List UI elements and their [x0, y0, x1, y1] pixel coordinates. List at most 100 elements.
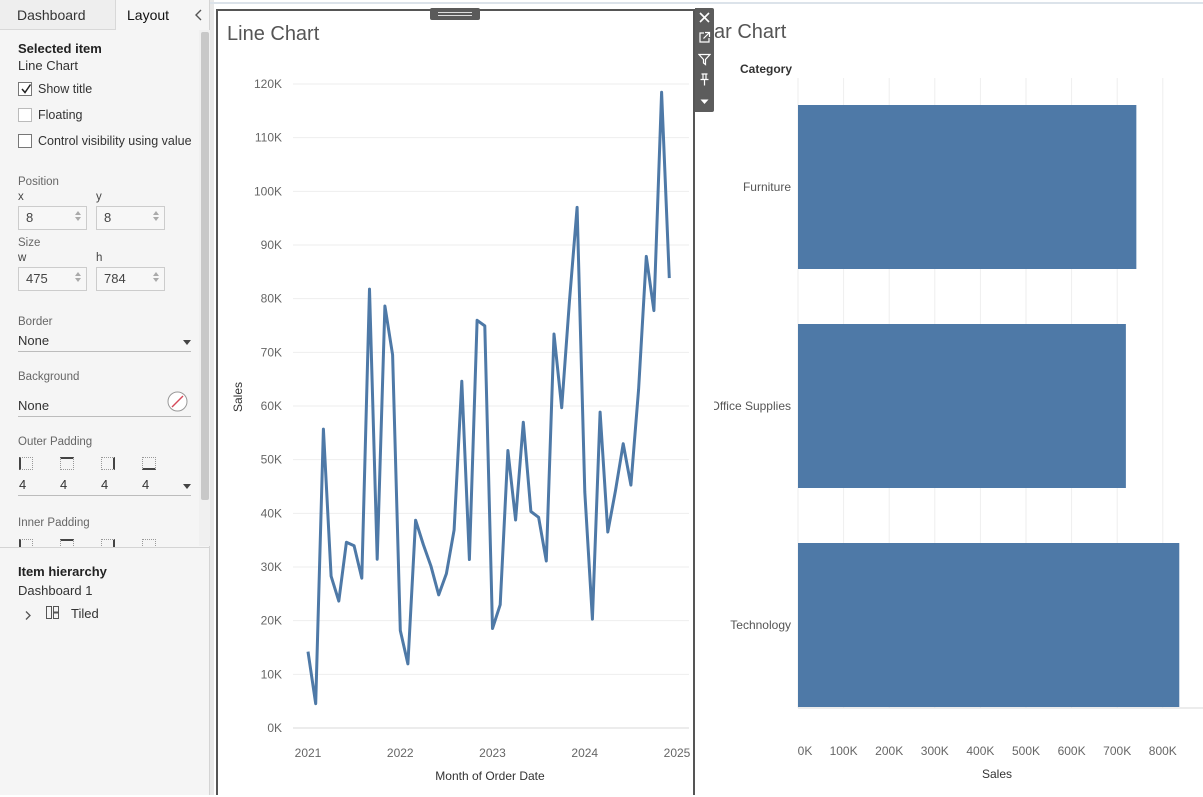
x-position-value: 8 — [26, 210, 34, 225]
dashboard-top-border — [210, 2, 1203, 4]
x-tick-label: 2025 — [664, 746, 691, 760]
x-axis-title: Sales — [982, 767, 1012, 781]
y-tick-label: 20K — [261, 614, 282, 628]
padding-bottom-icon[interactable] — [142, 457, 156, 470]
control-visibility-checkbox[interactable] — [18, 134, 32, 148]
y-tick-label: 30K — [261, 560, 282, 574]
h-label: h — [96, 252, 103, 264]
x-tick-label: 300K — [921, 744, 949, 758]
background-value: None — [18, 398, 50, 413]
x-axis-title: Month of Order Date — [435, 769, 545, 783]
y-tick-label: 110K — [255, 131, 282, 145]
border-dropdown[interactable]: None — [18, 332, 191, 352]
panel-scrollbar-thumb[interactable] — [201, 32, 209, 500]
bar-office-supplies — [798, 324, 1126, 488]
y-tick-label: 50K — [261, 453, 282, 467]
line-chart-svg[interactable]: 0K 10K 20K 30K 40K 50K 60K 70K 80K 90K 100K 110K 120… — [218, 11, 693, 797]
y-tick-label: 90K — [261, 238, 282, 252]
show-title-checkbox[interactable] — [18, 82, 32, 96]
sales-line — [306, 90, 671, 706]
category-label: Furniture — [743, 180, 791, 194]
selected-item-header: Selected item — [18, 41, 102, 56]
y-tick-label: 0K — [267, 721, 282, 735]
bar-chart-title: ar Chart — [714, 21, 787, 43]
layout-panel: Dashboard Layout Selected item Line Char… — [0, 0, 210, 795]
category-header: Category — [740, 62, 792, 76]
tab-layout[interactable]: Layout — [116, 0, 188, 30]
outer-padding-dropdown[interactable] — [18, 476, 191, 496]
y-axis-title: Sales — [231, 382, 245, 412]
y-tick-label: 120K — [254, 77, 282, 91]
padding-left-icon[interactable] — [19, 457, 33, 470]
tab-dashboard[interactable]: Dashboard — [0, 0, 116, 30]
x-tick-label: 400K — [966, 744, 994, 758]
inner-padding-bottom-icon[interactable] — [142, 539, 156, 547]
chevron-down-icon — [183, 484, 191, 489]
width-input[interactable]: 475 — [18, 267, 87, 291]
x-tick-label: 800K — [1149, 744, 1177, 758]
border-value: None — [18, 333, 50, 348]
zone-toolbar — [695, 8, 714, 112]
height-value: 784 — [104, 271, 126, 286]
outer-padding-label: Outer Padding — [18, 436, 93, 448]
y-tick-label: 40K — [261, 506, 282, 520]
x-tick-label: 2021 — [295, 746, 322, 760]
x-tick-label: 2022 — [387, 746, 414, 760]
y-tick-label: 60K — [261, 399, 282, 413]
category-label: Technology — [730, 618, 791, 632]
bar-technology — [798, 543, 1180, 707]
x-tick-label: 2024 — [571, 746, 598, 760]
position-label: Position — [18, 176, 59, 188]
pin-icon[interactable] — [695, 70, 714, 90]
x-tick-label: 500K — [1012, 744, 1040, 758]
padding-right-icon[interactable] — [101, 457, 115, 470]
x-tick-label: 200K — [875, 744, 903, 758]
y-tick-label: 80K — [261, 292, 282, 306]
collapse-panel-icon[interactable] — [188, 0, 210, 30]
panel-tabs: Dashboard Layout — [0, 0, 210, 30]
more-options-icon[interactable] — [695, 92, 714, 112]
x-position-input[interactable]: 8 — [18, 206, 87, 230]
floating-checkbox[interactable] — [18, 108, 32, 122]
size-label: Size — [18, 237, 41, 249]
inner-padding-label: Inner Padding — [18, 517, 90, 529]
border-label: Border — [18, 316, 53, 328]
popout-icon[interactable] — [695, 28, 714, 48]
inner-padding-left-icon[interactable] — [19, 539, 33, 547]
background-dropdown[interactable]: None — [18, 397, 191, 417]
filter-icon[interactable] — [695, 50, 714, 70]
chevron-right-icon[interactable] — [24, 608, 32, 620]
x-tick-label: 2023 — [479, 746, 506, 760]
selected-item-name: Line Chart — [18, 58, 78, 73]
item-hierarchy-header: Item hierarchy — [18, 564, 107, 579]
y-tick-label: 100K — [254, 184, 282, 198]
background-label: Background — [18, 371, 80, 383]
line-chart-zone[interactable]: Line Chart 0K 10K 20K 30K 40K 50K 60K 70K 80K 90K… — [216, 9, 695, 795]
y-position-input[interactable]: 8 — [96, 206, 165, 230]
x-tick-label: 0K — [798, 744, 813, 758]
bar-furniture — [798, 105, 1137, 269]
padding-right-value: 4 — [101, 477, 109, 492]
show-title-label: Show title — [38, 82, 93, 96]
inner-padding-top-icon[interactable] — [60, 539, 74, 547]
y-label: y — [96, 191, 102, 203]
w-label: w — [18, 252, 27, 264]
height-input[interactable]: 784 — [96, 267, 165, 291]
x-tick-label: 700K — [1103, 744, 1131, 758]
close-icon[interactable] — [695, 8, 714, 28]
padding-bottom-value: 4 — [142, 477, 150, 492]
y-tick-label: 70K — [261, 345, 282, 359]
x-tick-label: 600K — [1058, 744, 1086, 758]
padding-top-icon[interactable] — [60, 457, 74, 470]
bar-chart-svg[interactable]: 0K 100K 200K 300K 400K 500K 600K 700K 800K Catego… — [714, 20, 1203, 795]
hierarchy-dashboard[interactable]: Dashboard 1 — [18, 583, 93, 598]
hierarchy-tiled[interactable]: Tiled — [71, 606, 99, 621]
chevron-down-icon — [183, 340, 191, 345]
width-value: 475 — [26, 271, 48, 286]
padding-left-value: 4 — [19, 477, 27, 492]
drag-handle-icon[interactable] — [430, 8, 480, 20]
tiled-layout-icon — [46, 606, 60, 620]
inner-padding-right-icon[interactable] — [101, 539, 115, 547]
category-label: Office Supplies — [714, 399, 791, 413]
no-fill-icon[interactable] — [167, 391, 188, 412]
